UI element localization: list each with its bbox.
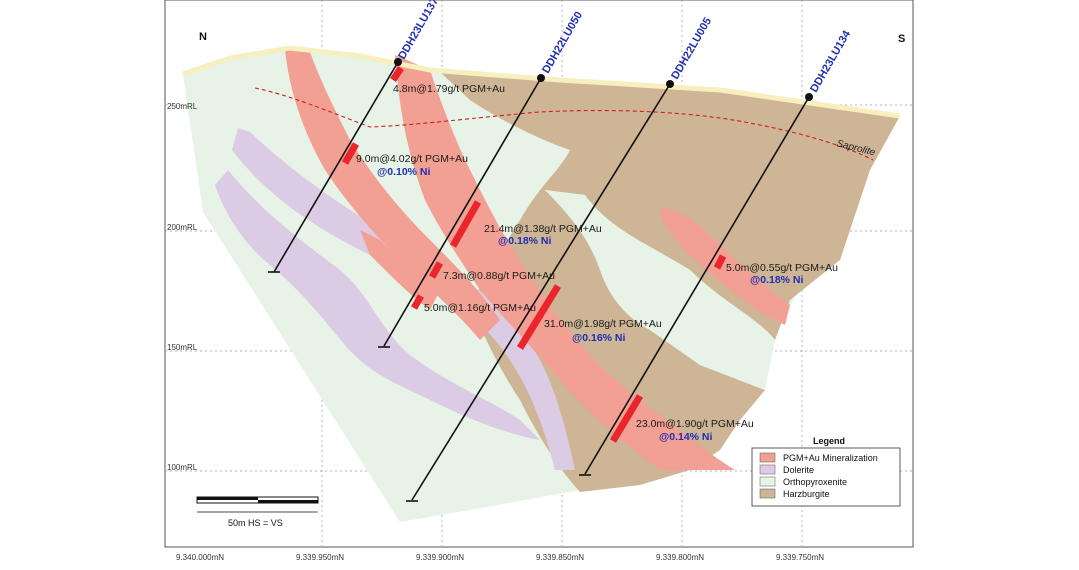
intercept-bar-2: [341, 142, 360, 165]
drillhole-trace-3: [411, 83, 671, 501]
dolerite-dyke-lower: [215, 170, 540, 440]
intercept-bar-3: [449, 200, 482, 248]
orthopyroxenite-tongue: [545, 190, 775, 390]
scale-label: 50m HS = VS: [228, 518, 283, 528]
mineralization-zone-west: [285, 50, 500, 340]
intercept-label-8: 23.0m@1.90g/t PGM+Au: [636, 418, 754, 430]
drillhole-trace-1: [273, 61, 399, 273]
saprolite-boundary: [254, 87, 874, 161]
legend-swatch-mineralization: [759, 452, 776, 463]
drillhole-trace-2: [383, 77, 542, 347]
intercept-bar-5: [410, 294, 425, 310]
collar-2: [537, 74, 545, 82]
drillhole-traces: [273, 61, 810, 501]
y-axis-label-250: 250mRL: [167, 102, 198, 111]
dolerite-dyke-upper: [232, 128, 575, 470]
x-axis-label-1: 9.340.000mN: [176, 553, 224, 562]
legend-item-mineralization: PGM+Au Mineralization: [783, 453, 878, 463]
drillhole-endcaps: [268, 271, 591, 502]
intercept-label-2: 9.0m@4.02g/t PGM+Au: [356, 153, 468, 165]
legend-swatch-orthopyroxenite: [759, 476, 776, 487]
drillhole-collars: [394, 58, 813, 101]
intercept-label-1: 4.8m@1.79g/t PGM+Au: [393, 83, 505, 95]
intercept-ni-7: @0.18% Ni: [750, 274, 804, 286]
intercept-label-5: 5.0m@1.16g/t PGM+Au: [424, 302, 536, 314]
legend-box: [751, 447, 901, 507]
mineralization-zone-splay: [360, 230, 440, 310]
intercept-ni-2: @0.10% Ni: [377, 166, 431, 178]
legend-swatch-harzburgite: [759, 488, 776, 499]
x-axis-label-3: 9.339.900mN: [416, 553, 464, 562]
scale-bar: 50m HS = VS: [196, 496, 319, 528]
x-axis-label-6: 9.339.750mN: [776, 553, 824, 562]
intercept-ni-6: @0.16% Ni: [572, 332, 626, 344]
legend-title: Legend: [813, 436, 845, 446]
intercept-bar-7: [713, 254, 727, 270]
intercept-label-4: 7.3m@0.88g/t PGM+Au: [443, 270, 555, 282]
south-label: S: [898, 33, 905, 45]
intercept-label-7: 5.0m@0.55g/t PGM+Au: [726, 262, 838, 274]
intercept-bar-1: [390, 66, 404, 82]
north-label: N: [199, 31, 207, 43]
legend-item-harzburgite: Harzburgite: [783, 489, 830, 499]
collar-4: [805, 93, 813, 101]
collar-1: [394, 58, 402, 66]
mineralization-zone-east: [660, 208, 790, 325]
intercept-bar-4: [428, 261, 444, 279]
legend-item-orthopyroxenite: Orthopyroxenite: [783, 477, 847, 487]
y-axis-label-200: 200mRL: [167, 223, 198, 232]
legend: Legend PGM+Au Mineralization Dolerite Or…: [751, 436, 901, 507]
harzburgite-unit: [440, 72, 900, 492]
intercept-label-3: 21.4m@1.38g/t PGM+Au: [484, 223, 602, 235]
y-axis-label-100: 100mRL: [167, 463, 198, 472]
x-axis-label-2: 9.339.950mN: [296, 553, 344, 562]
collar-3: [666, 80, 674, 88]
mineralization-zone-main: [395, 55, 735, 470]
y-axis-label-150: 150mRL: [167, 343, 198, 352]
legend-item-dolerite: Dolerite: [783, 465, 814, 475]
legend-swatch-dolerite: [759, 464, 776, 475]
intercept-ni-3: @0.18% Ni: [498, 235, 552, 247]
drillhole-trace-4: [584, 96, 810, 475]
intercept-bar-6: [517, 284, 561, 350]
intercept-bar-8: [609, 394, 644, 443]
intercept-bars: [341, 66, 727, 443]
intercept-ni-8: @0.14% Ni: [659, 431, 713, 443]
x-axis-label-4: 9.339.850mN: [536, 553, 584, 562]
intercept-label-6: 31.0m@1.98g/t PGM+Au: [544, 318, 662, 330]
x-axis-label-5: 9.339.800mN: [656, 553, 704, 562]
